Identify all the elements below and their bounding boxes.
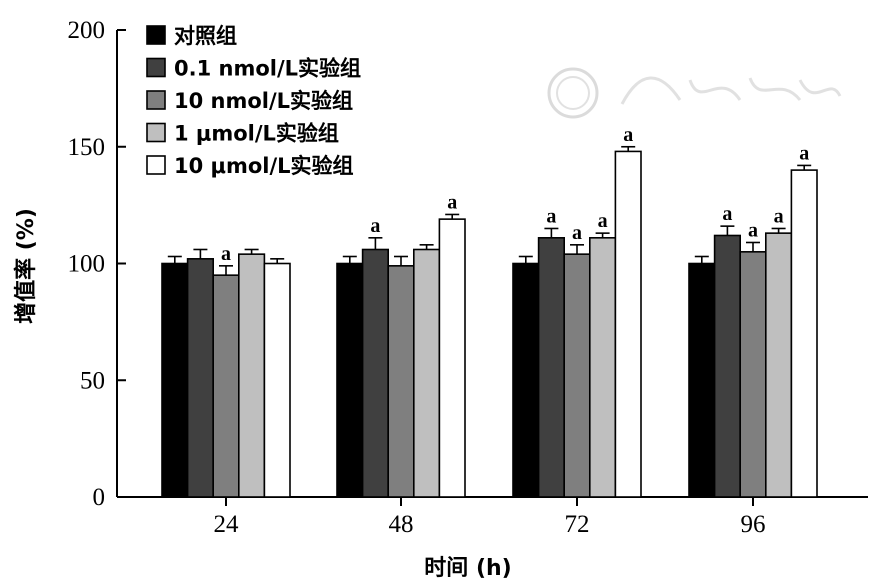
legend-label: 10 nmol/L实验组 bbox=[174, 89, 353, 113]
legend-swatch bbox=[146, 122, 166, 143]
bar bbox=[263, 262, 291, 498]
x-tick-label: 72 bbox=[565, 511, 590, 538]
y-tick-label: 50 bbox=[80, 367, 105, 394]
bar bbox=[161, 262, 189, 498]
bar bbox=[588, 237, 617, 498]
x-tick-label: 96 bbox=[741, 511, 766, 538]
significance-label: a bbox=[774, 205, 784, 227]
bar bbox=[739, 251, 767, 498]
legend-swatch bbox=[146, 25, 166, 45]
significance-label: a bbox=[598, 210, 608, 232]
y-tick-label: 100 bbox=[68, 251, 106, 278]
significance-label: a bbox=[572, 222, 582, 244]
significance-label: a bbox=[370, 215, 380, 237]
x-tick-label: 48 bbox=[389, 511, 414, 538]
y-tick-label: 150 bbox=[68, 134, 106, 161]
bar bbox=[336, 262, 364, 498]
bar bbox=[212, 274, 240, 498]
legend-label: 10 μmol/L实验组 bbox=[174, 154, 354, 178]
y-axis-title: 增值率 (%) bbox=[13, 208, 39, 324]
legend-swatch bbox=[146, 90, 166, 110]
significance-label: a bbox=[799, 142, 809, 164]
bar bbox=[537, 237, 565, 498]
x-tick-label: 24 bbox=[214, 511, 240, 538]
bar bbox=[688, 262, 716, 498]
bar bbox=[186, 258, 215, 498]
bar bbox=[238, 253, 266, 498]
bar bbox=[512, 262, 540, 498]
bar bbox=[387, 265, 415, 498]
significance-label: a bbox=[722, 203, 732, 225]
y-tick-label: 0 bbox=[93, 484, 106, 511]
watermark-logo bbox=[547, 67, 842, 119]
significance-label: a bbox=[748, 219, 758, 241]
bar bbox=[713, 234, 741, 498]
bar bbox=[438, 218, 466, 498]
legend-label: 1 μmol/L实验组 bbox=[174, 122, 339, 146]
bar bbox=[563, 253, 591, 498]
bar bbox=[412, 248, 441, 498]
significance-label: a bbox=[221, 243, 231, 265]
legend: 对照组 0.1 nmol/L实验组 10 nmol/L实验组 1 μmol/L实验组 1… bbox=[146, 24, 361, 178]
legend-label: 对照组 bbox=[174, 24, 237, 48]
bar bbox=[790, 169, 818, 498]
legend-swatch bbox=[146, 155, 166, 175]
legend-swatch bbox=[146, 57, 166, 78]
legend-label: 0.1 nmol/L实验组 bbox=[174, 57, 361, 81]
x-axis-title: 时间 (h) bbox=[424, 556, 511, 581]
significance-label: a bbox=[447, 191, 457, 213]
bar bbox=[614, 150, 642, 498]
bar bbox=[361, 248, 390, 498]
bar bbox=[764, 232, 793, 498]
y-tick-label: 200 bbox=[68, 17, 106, 44]
significance-label: a bbox=[623, 124, 633, 146]
significance-label: a bbox=[546, 205, 556, 227]
